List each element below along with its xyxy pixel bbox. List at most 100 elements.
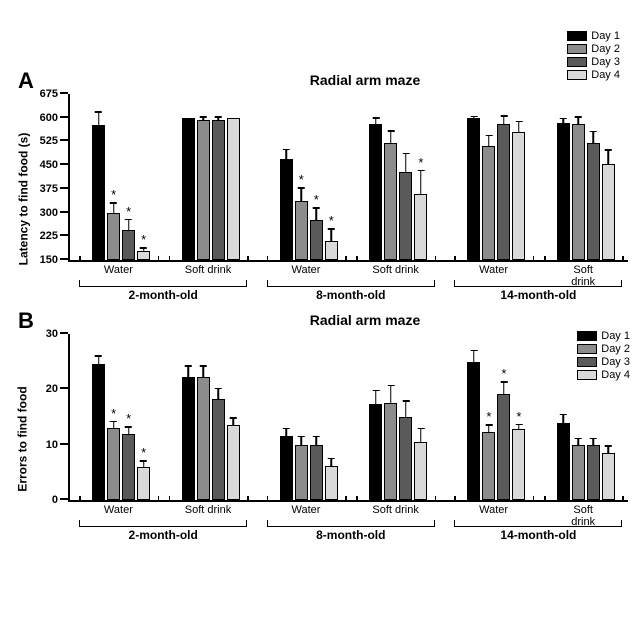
age-bracket (79, 280, 247, 287)
condition-axis: WaterSoft drinkWaterSoft drinkWaterSoft … (68, 502, 628, 520)
error-bar (420, 171, 422, 195)
bar-group (550, 334, 623, 500)
y-axis-label: Latency to find food (s) (16, 133, 30, 266)
bar: * (122, 230, 135, 260)
bar-group (460, 94, 533, 260)
error-bar (390, 131, 392, 144)
significance-star: * (486, 410, 491, 423)
bar (197, 120, 210, 260)
bar (587, 445, 600, 500)
bar (602, 453, 615, 500)
bar (280, 436, 293, 500)
chart-title: Radial arm maze (102, 312, 628, 328)
plot-area: Day 1Day 2Day 3Day 415022530037545052560… (68, 94, 628, 262)
condition-label: Water (104, 264, 133, 276)
x-tick (267, 496, 269, 502)
error-bar (286, 150, 288, 160)
error-bar (608, 446, 610, 454)
bar (182, 118, 195, 260)
significance-star: * (299, 173, 304, 186)
bar (557, 123, 570, 260)
significance-star: * (111, 407, 116, 420)
error-bar (113, 203, 115, 214)
bar (602, 164, 615, 260)
bar (572, 124, 585, 260)
x-tick (533, 256, 535, 262)
error-bar (503, 116, 505, 125)
bar-group (272, 334, 345, 500)
error-bar (143, 461, 145, 468)
error-bar (203, 366, 205, 377)
bar: * (295, 201, 308, 260)
bar (227, 425, 240, 500)
x-tick (533, 496, 535, 502)
condition-label: Soft drink (185, 504, 231, 516)
bar (182, 377, 195, 500)
condition-label: Water (292, 504, 321, 516)
plot-area: Day 1Day 2Day 3Day 40102030****** (68, 334, 628, 502)
legend-label: Day 4 (591, 69, 620, 81)
error-bar (420, 429, 422, 443)
condition-label: Soft drink (185, 264, 231, 276)
error-bar (98, 112, 100, 125)
bar-group: * (362, 94, 435, 260)
error-bar (286, 429, 288, 437)
bar: * (107, 213, 120, 260)
panel-label: A (18, 68, 34, 94)
x-tick (622, 256, 624, 262)
bar-group (174, 94, 247, 260)
panel-label: B (18, 308, 34, 334)
y-axis-label: Errors to find food (16, 386, 30, 491)
error-bar (203, 117, 205, 121)
error-bar (405, 401, 407, 418)
bar (467, 118, 480, 260)
y-axis (68, 94, 70, 260)
error-bar (578, 439, 580, 446)
error-bar (218, 389, 220, 400)
bar (197, 377, 210, 500)
condition-label: Water (104, 504, 133, 516)
condition-label: Water (479, 264, 508, 276)
y-tick-label: 600 (40, 112, 68, 124)
legend-swatch (567, 57, 587, 67)
legend-label: Day 1 (591, 30, 620, 42)
condition-label: Water (479, 504, 508, 516)
error-bar (518, 425, 520, 431)
y-tick-label: 675 (40, 88, 68, 100)
error-bar (593, 132, 595, 144)
error-bar (113, 422, 115, 429)
y-tick-label: 0 (52, 494, 68, 506)
error-bar (128, 427, 130, 434)
age-bracket (454, 280, 622, 287)
bar: * (310, 220, 323, 260)
bar-group: *** (85, 94, 158, 260)
x-tick (544, 496, 546, 502)
y-tick-label: 30 (46, 328, 68, 340)
bar (399, 417, 412, 500)
x-tick (169, 256, 171, 262)
bar: * (497, 394, 510, 500)
significance-star: * (329, 214, 334, 227)
legend-label: Day 3 (591, 56, 620, 68)
bar: * (414, 194, 427, 260)
error-bar (98, 356, 100, 365)
age-bracket (454, 520, 622, 527)
bar (512, 132, 525, 260)
y-tick-label: 300 (40, 207, 68, 219)
significance-star: * (111, 188, 116, 201)
legend-swatch (567, 44, 587, 54)
panel-B: BRadial arm mazeErrors to find foodDay 1… (12, 312, 628, 544)
bar (572, 445, 585, 500)
bar: * (107, 428, 120, 500)
error-bar (473, 117, 475, 120)
x-tick (345, 496, 347, 502)
significance-star: * (141, 446, 146, 459)
bar-group (174, 334, 247, 500)
bar-group (362, 334, 435, 500)
x-tick (622, 496, 624, 502)
bar-group: * * * (85, 334, 158, 500)
condition-label: Soft drink (372, 504, 418, 516)
significance-star: * (314, 193, 319, 206)
error-bar (301, 437, 303, 446)
x-tick (169, 496, 171, 502)
